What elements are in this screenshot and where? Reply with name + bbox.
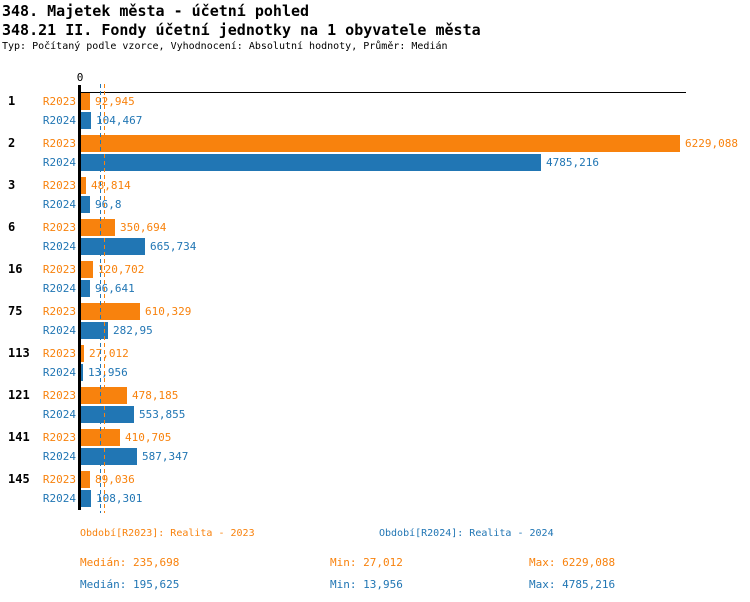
series-label-r2024: R2024 bbox=[42, 324, 76, 337]
value-label-r2024: 4785,216 bbox=[546, 156, 599, 169]
value-label-r2023: 410,705 bbox=[125, 431, 172, 444]
value-label-r2024: 553,855 bbox=[139, 408, 186, 421]
bar-r2024 bbox=[81, 280, 90, 297]
bar-r2023 bbox=[81, 345, 84, 362]
bar-r2024 bbox=[81, 364, 83, 381]
page-title: 348. Majetek města - účetní pohled bbox=[2, 2, 310, 20]
median-line-r2024 bbox=[100, 84, 101, 513]
series-label-r2023: R2023 bbox=[42, 473, 76, 486]
value-label-r2024: 96,641 bbox=[95, 282, 135, 295]
value-label-r2023: 89,036 bbox=[95, 473, 135, 486]
series-label-r2024: R2024 bbox=[42, 366, 76, 379]
value-label-r2023: 6229,088 bbox=[685, 137, 738, 150]
series-label-r2023: R2023 bbox=[42, 305, 76, 318]
median-line-r2023 bbox=[104, 84, 105, 513]
value-label-r2023: 350,694 bbox=[120, 221, 167, 234]
bar-r2024 bbox=[81, 196, 90, 213]
series-label-r2023: R2023 bbox=[42, 179, 76, 192]
bar-r2023 bbox=[81, 261, 93, 278]
value-label-r2024: 104,467 bbox=[96, 114, 143, 127]
bar-r2023 bbox=[81, 303, 140, 320]
stat-median-r2023: Medián: 235,698 bbox=[80, 556, 180, 569]
series-label-r2024: R2024 bbox=[42, 282, 76, 295]
y-axis-line bbox=[78, 85, 81, 510]
value-label-r2023: 610,329 bbox=[145, 305, 192, 318]
stat-min-r2023: Min: 27,012 bbox=[330, 556, 403, 569]
stat-min-r2024: Min: 13,956 bbox=[330, 578, 403, 591]
bar-r2023 bbox=[81, 219, 115, 236]
series-label-r2024: R2024 bbox=[42, 240, 76, 253]
bar-r2024 bbox=[81, 490, 91, 507]
category-label: 3 bbox=[8, 178, 16, 192]
category-label: 75 bbox=[8, 304, 23, 318]
series-label-r2024: R2024 bbox=[42, 114, 76, 127]
category-label: 121 bbox=[8, 388, 30, 402]
x-axis-line bbox=[78, 92, 686, 93]
bar-r2024 bbox=[81, 448, 137, 465]
series-label-r2023: R2023 bbox=[42, 347, 76, 360]
chart-title: 348.21 II. Fondy účetní jednotky na 1 ob… bbox=[2, 21, 481, 39]
value-label-r2023: 92,945 bbox=[95, 95, 135, 108]
bar-r2024 bbox=[81, 406, 134, 423]
chart-subtitle: Typ: Počítaný podle vzorce, Vyhodnocení:… bbox=[2, 41, 448, 52]
value-label-r2024: 108,301 bbox=[96, 492, 143, 505]
series-label-r2023: R2023 bbox=[42, 431, 76, 444]
series-label-r2023: R2023 bbox=[42, 221, 76, 234]
category-label: 2 bbox=[8, 136, 16, 150]
value-label-r2023: 478,185 bbox=[132, 389, 179, 402]
category-label: 141 bbox=[8, 430, 30, 444]
bar-r2024 bbox=[81, 112, 91, 129]
category-label: 1 bbox=[8, 94, 16, 108]
series-label-r2024: R2024 bbox=[42, 450, 76, 463]
series-label-r2023: R2023 bbox=[42, 263, 76, 276]
series-label-r2024: R2024 bbox=[42, 408, 76, 421]
bar-r2024 bbox=[81, 154, 541, 171]
value-label-r2024: 587,347 bbox=[142, 450, 189, 463]
value-label-r2023: 120,702 bbox=[98, 263, 145, 276]
category-label: 113 bbox=[8, 346, 30, 360]
axis-zero-tick-label: 0 bbox=[76, 71, 84, 84]
stat-max-r2023: Max: 6229,088 bbox=[529, 556, 616, 569]
value-label-r2024: 665,734 bbox=[150, 240, 197, 253]
value-label-r2024: 13,956 bbox=[88, 366, 128, 379]
bar-r2024 bbox=[81, 322, 108, 339]
stat-median-r2024: Medián: 195,625 bbox=[80, 578, 180, 591]
bar-r2023 bbox=[81, 135, 680, 152]
series-label-r2024: R2024 bbox=[42, 156, 76, 169]
category-label: 6 bbox=[8, 220, 16, 234]
category-label: 16 bbox=[8, 262, 23, 276]
legend-r2024: Období[R2024]: Realita - 2024 bbox=[379, 528, 554, 539]
series-label-r2023: R2023 bbox=[42, 137, 76, 150]
series-label-r2023: R2023 bbox=[42, 389, 76, 402]
series-label-r2024: R2024 bbox=[42, 492, 76, 505]
stat-max-r2024: Max: 4785,216 bbox=[529, 578, 616, 591]
value-label-r2024: 96,8 bbox=[95, 198, 122, 211]
bar-r2023 bbox=[81, 471, 90, 488]
value-label-r2023: 27,012 bbox=[89, 347, 129, 360]
bar-r2023 bbox=[81, 177, 86, 194]
bar-r2023 bbox=[81, 93, 90, 110]
series-label-r2024: R2024 bbox=[42, 198, 76, 211]
series-label-r2023: R2023 bbox=[42, 95, 76, 108]
category-label: 145 bbox=[8, 472, 30, 486]
value-label-r2024: 282,95 bbox=[113, 324, 153, 337]
bar-r2024 bbox=[81, 238, 145, 255]
legend-r2023: Období[R2023]: Realita - 2023 bbox=[80, 528, 255, 539]
value-label-r2023: 48,814 bbox=[91, 179, 131, 192]
